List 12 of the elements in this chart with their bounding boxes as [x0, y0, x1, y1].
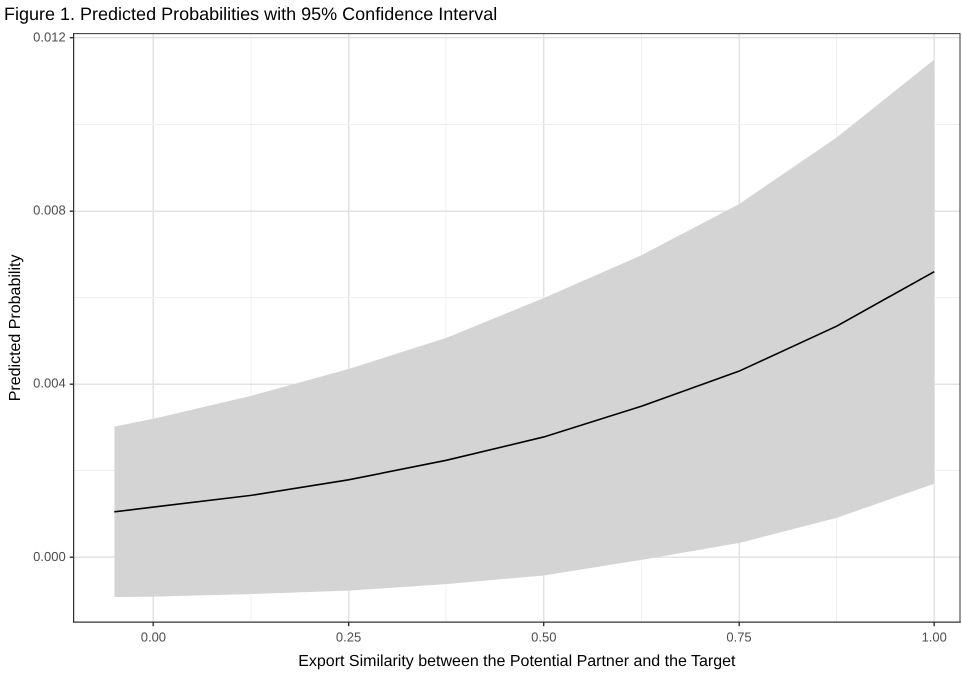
x-tick-label: 0.00 — [140, 630, 166, 645]
x-tick-label: 1.00 — [922, 630, 947, 645]
x-tick-label: 0.50 — [531, 630, 556, 645]
y-tick-label: 0.000 — [33, 548, 66, 564]
chart-title: Figure 1. Predicted Probabilities with 95% Confidence Interval — [4, 4, 498, 24]
x-tick-label: 0.75 — [726, 630, 752, 645]
x-axis-title: Export Similarity between the Potential Partner and the Target — [298, 652, 736, 670]
y-tick-label: 0.004 — [33, 376, 66, 391]
y-axis-title: Predicted Probability — [7, 254, 24, 402]
y-tick-label: 0.008 — [33, 202, 66, 218]
x-tick-label: 0.25 — [336, 630, 362, 645]
y-tick-label: 0.012 — [33, 30, 66, 45]
